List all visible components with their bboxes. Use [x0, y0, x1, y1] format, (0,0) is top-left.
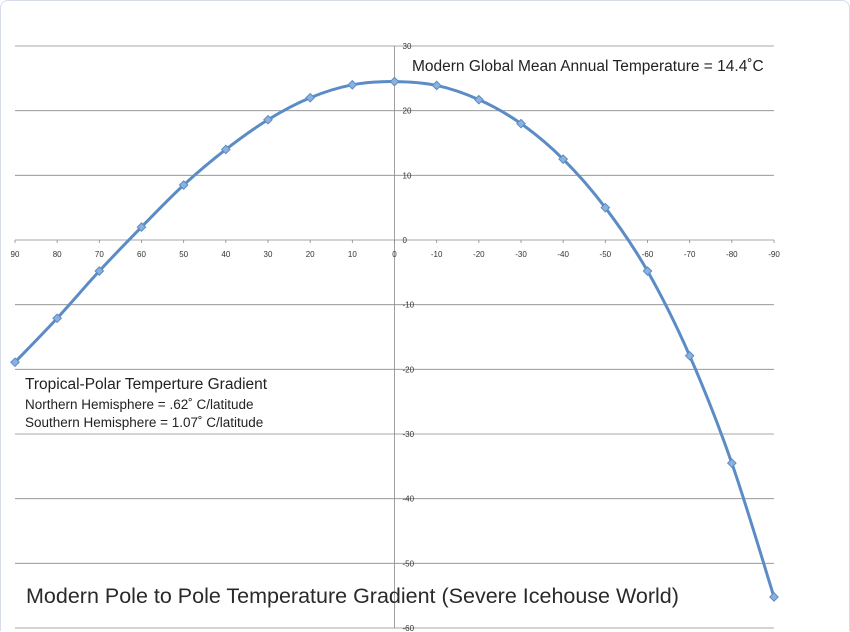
- x-tick-label: 60: [137, 250, 146, 259]
- southern-hemisphere-annotation: Southern Hemisphere = 1.07˚ C/latitude: [25, 415, 264, 430]
- y-tick-label: 10: [403, 171, 412, 180]
- y-tick-label: 20: [403, 107, 412, 116]
- x-tick-label: 70: [95, 250, 104, 259]
- y-tick-label: -30: [403, 430, 415, 439]
- x-tick-label: -50: [600, 250, 612, 259]
- x-tick-label: 80: [53, 250, 62, 259]
- x-tick-label: 10: [348, 250, 357, 259]
- data-point-marker: [178, 180, 189, 190]
- data-point-marker: [305, 92, 316, 103]
- data-point-marker: [431, 80, 442, 91]
- x-tick-label: -40: [557, 250, 569, 259]
- x-tick-label: 90: [11, 250, 20, 259]
- y-tick-label: -50: [403, 559, 415, 568]
- data-point-marker: [347, 79, 358, 90]
- series-line: [13, 80, 776, 599]
- data-point-marker: [558, 154, 569, 165]
- y-tick-label: -10: [403, 301, 415, 310]
- y-tick-label: -60: [403, 624, 415, 632]
- x-tick-label: -20: [473, 250, 485, 259]
- global-mean-annotation: Modern Global Mean Annual Temperature = …: [412, 58, 764, 75]
- x-tick-label: 30: [264, 250, 273, 259]
- x-tick-label: -10: [431, 250, 443, 259]
- data-point-marker: [516, 118, 526, 129]
- y-tick-label: -20: [403, 365, 415, 374]
- x-tick-label: -70: [684, 250, 696, 259]
- data-point-marker: [136, 222, 147, 232]
- data-point-marker: [684, 350, 695, 361]
- x-tick-label: 40: [221, 250, 230, 259]
- gradient-title-annotation: Tropical-Polar Temperture Gradient: [25, 376, 268, 393]
- data-point-marker: [94, 266, 105, 276]
- x-tick-label: -90: [768, 250, 780, 259]
- data-point-marker: [220, 144, 231, 155]
- x-tick-label: 20: [306, 250, 315, 259]
- data-point-marker: [52, 313, 63, 324]
- data-point-marker: [389, 76, 400, 87]
- y-tick-label: 30: [403, 42, 412, 51]
- data-point-marker: [769, 592, 779, 602]
- x-tick-label: -30: [515, 250, 527, 259]
- data-point-marker: [600, 202, 611, 213]
- y-tick-label: -40: [403, 495, 415, 504]
- x-tick-label: -60: [642, 250, 654, 259]
- data-point-marker: [263, 114, 273, 125]
- chart-title: Modern Pole to Pole Temperature Gradient…: [26, 584, 679, 608]
- x-tick-label: 50: [179, 250, 188, 259]
- data-point-marker: [642, 266, 653, 276]
- data-point-marker: [726, 458, 737, 469]
- data-point-marker: [473, 94, 484, 105]
- x-tick-label: -80: [726, 250, 738, 259]
- data-point-marker: [10, 357, 20, 368]
- y-tick-label: 0: [403, 236, 408, 245]
- x-tick-label: 0: [392, 250, 397, 259]
- northern-hemisphere-annotation: Northern Hemisphere = .62˚ C/latitude: [25, 397, 254, 412]
